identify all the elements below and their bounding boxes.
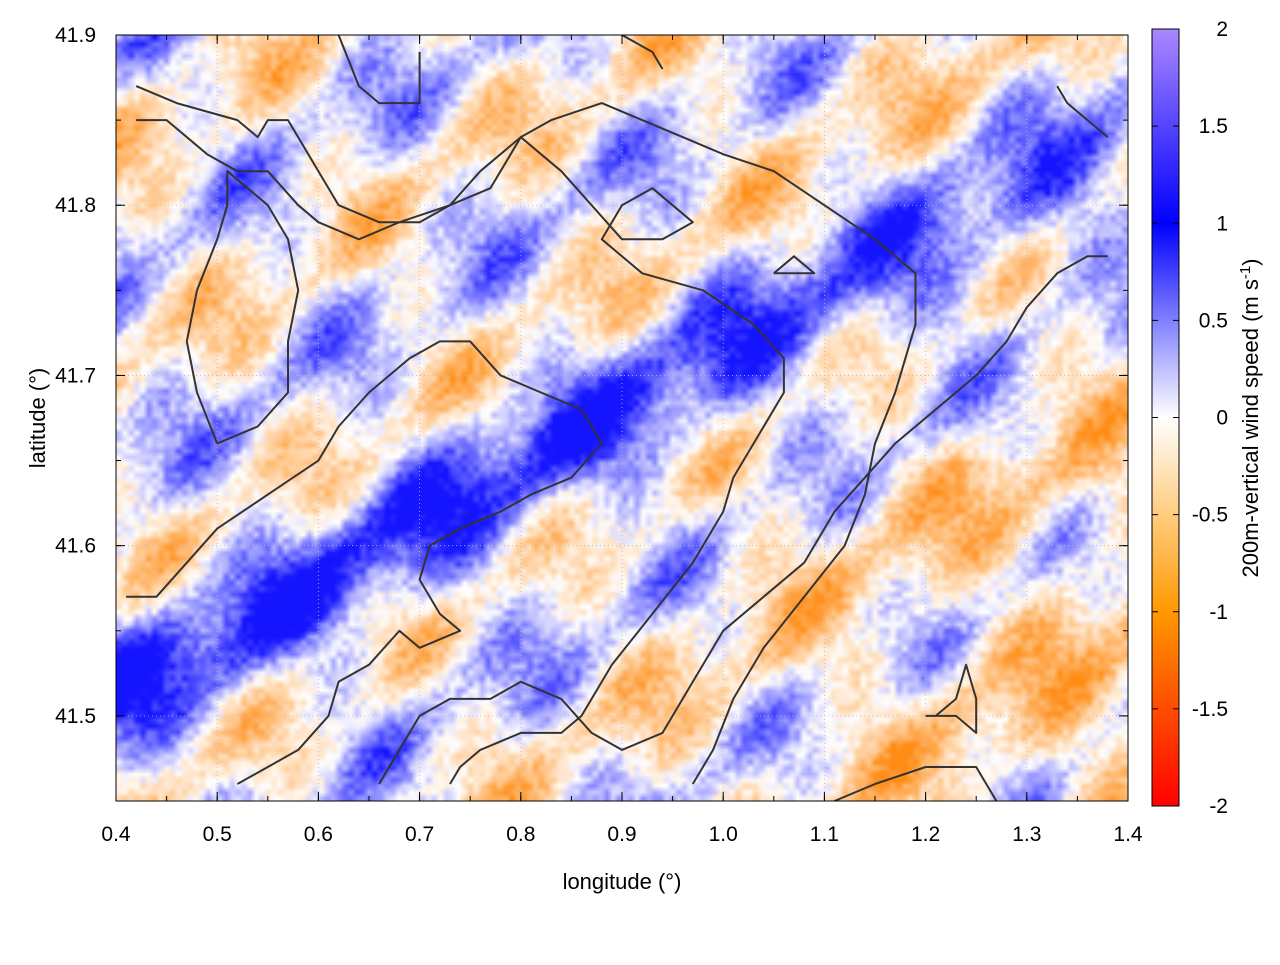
x-tick-label: 0.9 xyxy=(607,823,636,846)
contour-line xyxy=(185,170,300,445)
grid-lines xyxy=(116,35,1128,801)
colorbar-tick-label: 0.5 xyxy=(1199,309,1228,332)
plot-area: 0.4 0.5 0.6 0.7 0.8 0.9 1.0 1.1 1.2 1.3 1.4 41.541… xyxy=(55,24,1143,846)
x-tick-label: 0.4 xyxy=(101,823,131,846)
colorbar-label: 200m-vertical wind speed (m s-1) xyxy=(1237,258,1263,577)
contour-line xyxy=(925,663,978,734)
colorbar-tick-label: -1 xyxy=(1209,601,1228,624)
colorbar-tick-label: -0.5 xyxy=(1192,504,1228,527)
contour-line xyxy=(136,102,917,785)
colorbar-label-superscript: -1 xyxy=(1237,266,1254,279)
y-axis-ticks: 41.5 41.6 41.7 41.8 41.9 xyxy=(55,24,1128,802)
contour-line xyxy=(378,255,1108,785)
x-tick-label: 1.1 xyxy=(810,823,839,846)
x-tick-label: 0.7 xyxy=(405,823,434,846)
heatmap-field xyxy=(116,35,1128,801)
y-tick-label: 41.5 xyxy=(55,705,96,728)
contour-lines xyxy=(126,35,1109,801)
contour-line xyxy=(126,340,603,785)
y-tick-label: 41.9 xyxy=(55,24,96,47)
colorbar-label-close: ) xyxy=(1238,258,1263,265)
colorbar-ticks: -2 -1.5 -1 -0.5 0 0.5 1 1.5 2 xyxy=(1152,18,1228,818)
contour-line xyxy=(135,85,785,785)
colorbar-tick-label: 1 xyxy=(1216,212,1228,235)
x-tick-label: 1.3 xyxy=(1012,823,1041,846)
x-tick-label: 1.0 xyxy=(709,823,738,846)
contour-line xyxy=(773,255,816,275)
colorbar-tick-label: 1.5 xyxy=(1199,115,1228,138)
colorbar-tick-label: 0 xyxy=(1216,407,1228,430)
colorbar-tick-label: 2 xyxy=(1216,18,1228,41)
x-axis-ticks: 0.4 0.5 0.6 0.7 0.8 0.9 1.0 1.1 1.2 1.3 1.4 xyxy=(101,35,1143,846)
contour-line xyxy=(834,766,998,801)
y-axis-label: latitude (°) xyxy=(25,368,50,469)
x-tick-label: 0.8 xyxy=(506,823,535,846)
colorbar-tick-label: -2 xyxy=(1209,795,1228,818)
y-tick-label: 41.8 xyxy=(55,194,96,217)
colorbar: -2 -1.5 -1 -0.5 0 0.5 1 1.5 2 200m-vertical wind… xyxy=(1151,18,1263,818)
contour-line xyxy=(621,35,664,70)
x-axis-label: longitude (°) xyxy=(563,869,682,894)
colorbar-tick-label: -1.5 xyxy=(1192,698,1228,721)
x-tick-label: 0.5 xyxy=(203,823,232,846)
contour-line xyxy=(1056,85,1109,138)
x-tick-label: 1.4 xyxy=(1113,823,1143,846)
colorbar-label-main: 200m-vertical wind speed (m s xyxy=(1238,279,1263,577)
y-tick-label: 41.7 xyxy=(55,364,96,387)
x-tick-label: 0.6 xyxy=(304,823,333,846)
contour-line xyxy=(337,35,421,105)
x-tick-label: 1.2 xyxy=(911,823,940,846)
y-tick-label: 41.6 xyxy=(55,535,96,558)
